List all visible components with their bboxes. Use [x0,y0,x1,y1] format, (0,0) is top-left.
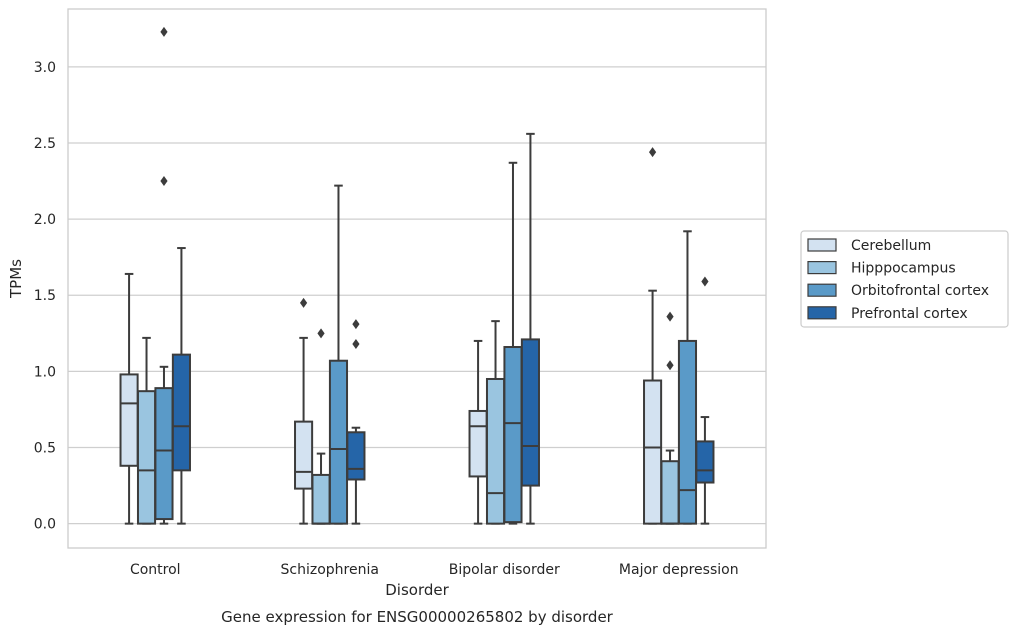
box-orbitofrontal-cortex [503,161,523,525]
legend-swatch [807,238,837,252]
box-prefrontal-cortex [171,247,191,525]
outlier-point [160,26,168,37]
outlier-point [666,311,674,322]
box-body [520,338,540,487]
legend-swatch [807,261,837,275]
legend: Cerebellum Hipppocampus Orbitofrontal cort… [800,230,1009,328]
box-prefrontal-cortex [520,132,540,525]
outlier-point [648,147,657,158]
box-body [485,377,506,525]
box-body [468,409,488,478]
y-tick-label: 2.5 [34,136,56,152]
box-cerebellum [643,147,663,525]
box-body [171,353,191,472]
box-hipppocampus [311,328,331,525]
box-cerebellum [294,297,314,525]
box-hipppocampus [660,311,680,525]
legend-label: Orbitofrontal cortex [851,283,989,299]
y-axis-ticks: 0.0 0.5 1.0 1.5 2.0 2.5 3.0 [34,60,56,533]
legend-swatch [807,306,837,320]
outlier-point [352,338,360,349]
box-body [328,359,349,525]
legend-swatch [807,283,837,297]
y-tick-label: 0.0 [34,517,56,533]
y-axis-label: TPMs [7,259,25,299]
chart-caption: Gene expression for ENSG00000265802 by d… [221,608,614,626]
box-orbitofrontal-cortex [154,26,174,525]
box-body [136,390,157,525]
outlier-point [317,328,325,339]
x-axis-label: Disorder [385,581,449,599]
outlier-point [701,276,709,287]
y-tick-label: 1.5 [34,288,56,304]
x-tick-label: Bipolar disorder [449,562,560,578]
box-body [643,379,663,525]
box-body [154,387,174,521]
outlier-point [666,360,674,371]
legend-label: Hipppocampus [851,261,956,277]
box-cerebellum [119,272,139,525]
box-orbitofrontal-cortex [328,184,349,525]
box-prefrontal-cortex [695,276,715,525]
box-hipppocampus [136,336,157,525]
box-hipppocampus [485,320,506,525]
box-body [677,339,698,525]
x-axis-ticks: Control Schizophrenia Bipolar disorder Majo… [130,562,739,578]
y-tick-label: 0.5 [34,441,56,457]
box-prefrontal-cortex [346,319,366,525]
legend-label: Prefrontal cortex [851,306,968,322]
box-body [695,440,715,484]
box-body [346,431,366,481]
plot-frame [67,8,767,549]
box-body [311,473,331,525]
box-orbitofrontal-cortex [677,230,698,525]
boxes [119,26,715,525]
box-body [660,460,680,525]
legend-frame [800,230,1009,328]
legend-label: Cerebellum [851,238,931,254]
outlier-point [352,319,360,330]
y-tick-label: 1.0 [34,364,56,380]
x-tick-label: Schizophrenia [281,562,379,578]
box-body [503,346,523,524]
outlier-point [299,297,308,308]
y-tick-label: 3.0 [34,60,56,76]
box-cerebellum [468,339,488,525]
x-tick-label: Major depression [619,562,739,578]
box-body [294,420,314,490]
outlier-point [160,176,168,187]
box-body [119,373,139,467]
y-tick-label: 2.0 [34,212,56,228]
x-tick-label: Control [130,562,181,578]
